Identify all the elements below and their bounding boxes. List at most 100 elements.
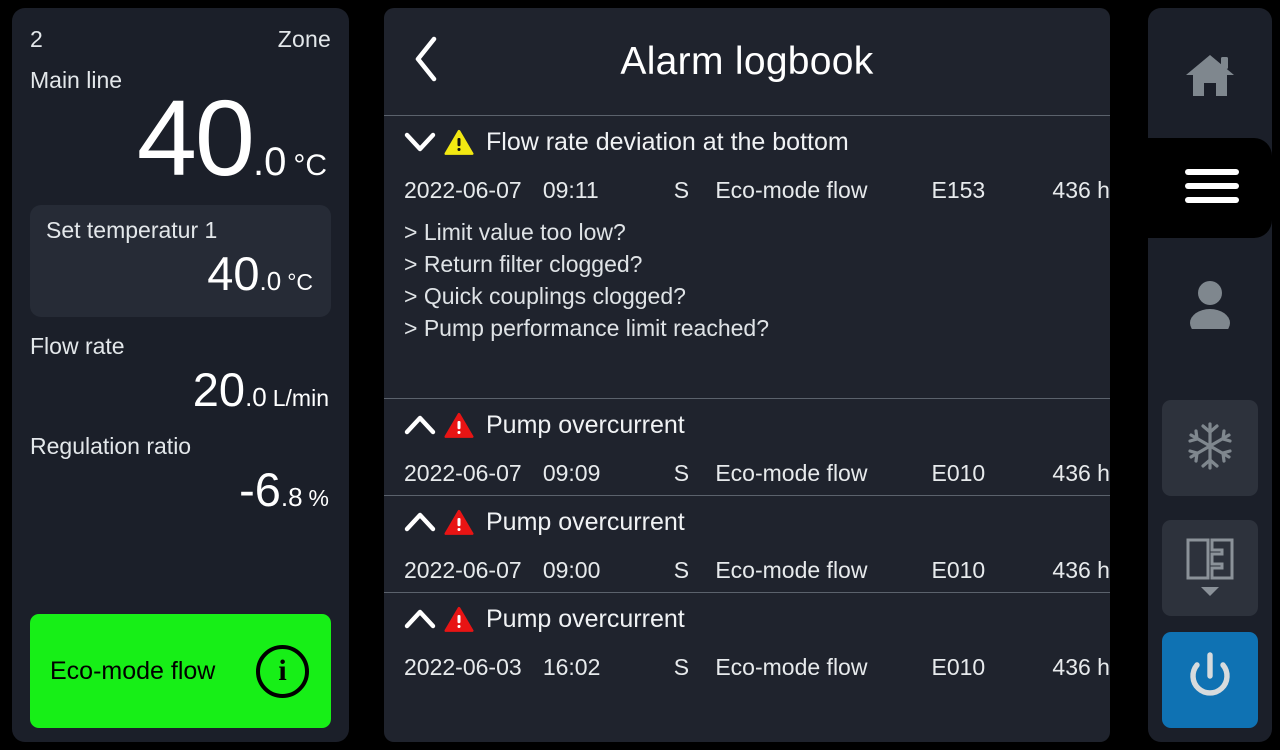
alarm-title: Pump overcurrent	[486, 410, 685, 439]
alarm-hours: 436 h	[1052, 176, 1110, 203]
alarm-data-row[interactable]: 2022-06-07 09:09 S Eco-mode flow E010 436 h	[384, 451, 1110, 495]
flow-rate-metric: Flow rate 20.0 L/min	[30, 333, 331, 417]
status-panel: 2 Zone Main line 40.0 °C Set temperatur 1…	[12, 8, 349, 742]
chevron-left-icon	[412, 36, 438, 87]
regulation-ratio-metric: Regulation ratio -6.8%	[30, 433, 331, 517]
main-line-value: 40.0 °C	[30, 84, 331, 192]
error-triangle-icon	[444, 509, 474, 536]
sidebar-item-user[interactable]	[1162, 258, 1258, 354]
panel-header: Alarm logbook	[384, 8, 1110, 116]
error-triangle-icon	[444, 606, 474, 633]
flow-rate-fraction: .0	[245, 382, 267, 413]
set-temperature-label: Set temperatur 1	[46, 217, 218, 244]
alarm-time: 09:09	[542, 459, 601, 486]
flow-rate-integer: 20	[192, 363, 246, 417]
zone-label: Zone	[277, 26, 331, 52]
warning-triangle-icon	[444, 129, 474, 156]
regulation-ratio-fraction: .8	[280, 482, 303, 513]
regulation-ratio-integer: -6	[239, 463, 281, 517]
alarm-entry: Pump overcurrent 2022-06-07 09:09 S Eco-mode…	[384, 398, 1110, 495]
alarm-title: Pump overcurrent	[486, 507, 685, 536]
alarm-source: Eco-mode flow	[715, 653, 868, 680]
alarm-time: 16:02	[542, 653, 601, 680]
alarm-source: Eco-mode flow	[715, 556, 868, 583]
flow-rate-value: 20.0 L/min	[30, 362, 331, 417]
set-temperature-unit: °C	[287, 269, 313, 296]
set-temperature-value: 40.0 °C	[46, 246, 315, 301]
alarm-detail-item: > Quick couplings clogged?	[404, 283, 686, 309]
alarm-type: S	[673, 653, 690, 680]
alarm-toggle-row[interactable]: Pump overcurrent	[384, 593, 1110, 645]
alarm-toggle-row[interactable]: Pump overcurrent	[384, 496, 1110, 548]
sidebar-item-mold[interactable]	[1162, 520, 1258, 616]
chevron-down-icon[interactable]	[402, 127, 438, 157]
main-line-integer: 40	[136, 77, 255, 198]
alarm-toggle-row[interactable]: Flow rate deviation at the bottom	[384, 116, 1110, 168]
eco-mode-flow-label: Eco-mode flow	[50, 656, 216, 685]
main-line-fraction: .0	[252, 140, 287, 184]
alarm-type: S	[673, 459, 690, 486]
alarm-data-row[interactable]: 2022-06-07 09:11 S Eco-mode flow E153 436 h	[384, 168, 1110, 212]
sidebar	[1130, 8, 1272, 742]
set-temperature-fraction: .0	[259, 266, 282, 297]
alarm-source: Eco-mode flow	[715, 459, 868, 486]
regulation-ratio-label: Regulation ratio	[30, 433, 192, 460]
snowflake-icon	[1185, 421, 1235, 476]
chevron-up-icon[interactable]	[402, 507, 438, 537]
set-temperature-card[interactable]: Set temperatur 1 40.0 °C	[30, 205, 331, 318]
set-temperature-integer: 40	[207, 247, 260, 301]
alarm-date: 2022-06-03	[404, 653, 522, 680]
sidebar-item-home[interactable]	[1162, 30, 1258, 126]
main-line-label: Main line	[30, 67, 123, 93]
eco-mode-flow-button[interactable]: Eco-mode flow i	[30, 614, 331, 728]
alarm-date: 2022-06-07	[404, 459, 522, 486]
alarm-data-row[interactable]: 2022-06-07 09:00 S Eco-mode flow E010 436 h	[384, 548, 1110, 592]
zone-number: 2	[30, 26, 43, 52]
alarm-time: 09:00	[542, 556, 601, 583]
alarm-type: S	[673, 176, 690, 203]
alarm-code: E010	[931, 556, 986, 583]
detail-spacer	[384, 352, 1110, 398]
power-icon	[1184, 651, 1236, 709]
alarm-type: S	[673, 556, 690, 583]
alarm-detail-item: > Return filter clogged?	[404, 251, 643, 277]
alarm-code: E010	[931, 459, 986, 486]
alarm-detail-list: > Limit value too low? > Return filter cl…	[384, 212, 1110, 352]
error-triangle-icon	[444, 412, 474, 439]
alarm-date: 2022-06-07	[404, 556, 522, 583]
info-glyph: i	[278, 654, 287, 687]
home-icon	[1183, 51, 1237, 106]
hamburger-menu-icon	[1184, 167, 1240, 210]
alarm-toggle-row[interactable]: Pump overcurrent	[384, 399, 1110, 451]
regulation-ratio-value: -6.8%	[30, 462, 331, 517]
flow-rate-label: Flow rate	[30, 333, 125, 360]
alarm-hours: 436 h	[1052, 556, 1110, 583]
alarm-entry: Pump overcurrent 2022-06-07 09:00 S Eco-mode…	[384, 495, 1110, 592]
alarm-title: Flow rate deviation at the bottom	[486, 127, 849, 156]
alarm-date: 2022-06-07	[404, 176, 522, 203]
sidebar-item-cooling[interactable]	[1162, 400, 1258, 496]
flow-rate-unit: L/min	[272, 385, 329, 412]
alarm-code: E153	[931, 176, 986, 203]
page-title: Alarm logbook	[620, 39, 874, 83]
chevron-up-icon[interactable]	[402, 410, 438, 440]
alarm-list: Flow rate deviation at the bottom 2022-06…	[384, 116, 1110, 689]
alarm-entry: Flow rate deviation at the bottom 2022-06…	[384, 116, 1110, 398]
mold-icon	[1186, 538, 1234, 598]
alarm-detail-item: > Limit value too low?	[404, 219, 626, 245]
alarm-source: Eco-mode flow	[715, 176, 868, 203]
zone-row: 2 Zone	[30, 26, 331, 53]
chevron-up-icon[interactable]	[402, 604, 438, 634]
main-line-unit: °C	[293, 149, 327, 182]
back-button[interactable]	[396, 36, 454, 87]
user-icon	[1186, 279, 1234, 337]
info-circle-icon[interactable]: i	[256, 644, 309, 698]
sidebar-item-power[interactable]	[1162, 632, 1258, 728]
alarm-time: 09:11	[542, 176, 599, 203]
sidebar-item-menu[interactable]	[1130, 138, 1272, 238]
alarm-detail-item: > Pump performance limit reached?	[404, 315, 769, 341]
alarm-data-row[interactable]: 2022-06-03 16:02 S Eco-mode flow E010 436 h	[384, 645, 1110, 689]
alarm-hours: 436 h	[1052, 653, 1110, 680]
alarm-hours: 436 h	[1052, 459, 1110, 486]
